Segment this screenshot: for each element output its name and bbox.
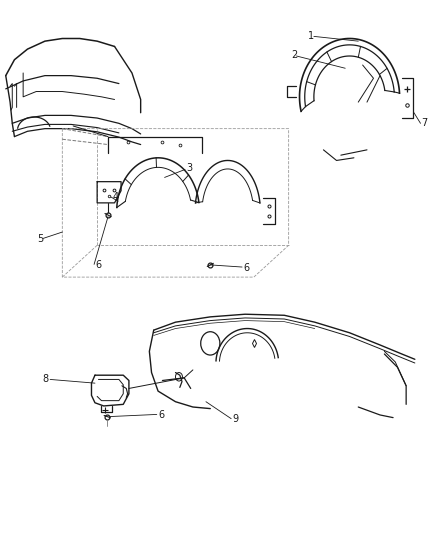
Text: 6: 6 (158, 410, 164, 420)
Text: 9: 9 (232, 414, 238, 424)
Text: 3: 3 (186, 164, 192, 173)
Text: 5: 5 (37, 234, 43, 244)
Text: 4: 4 (113, 191, 119, 201)
Text: 1: 1 (308, 31, 314, 41)
Text: 2: 2 (291, 51, 297, 60)
Text: 6: 6 (95, 260, 101, 270)
Text: 8: 8 (43, 375, 49, 384)
Text: 7: 7 (421, 118, 427, 128)
Text: 6: 6 (243, 263, 249, 272)
